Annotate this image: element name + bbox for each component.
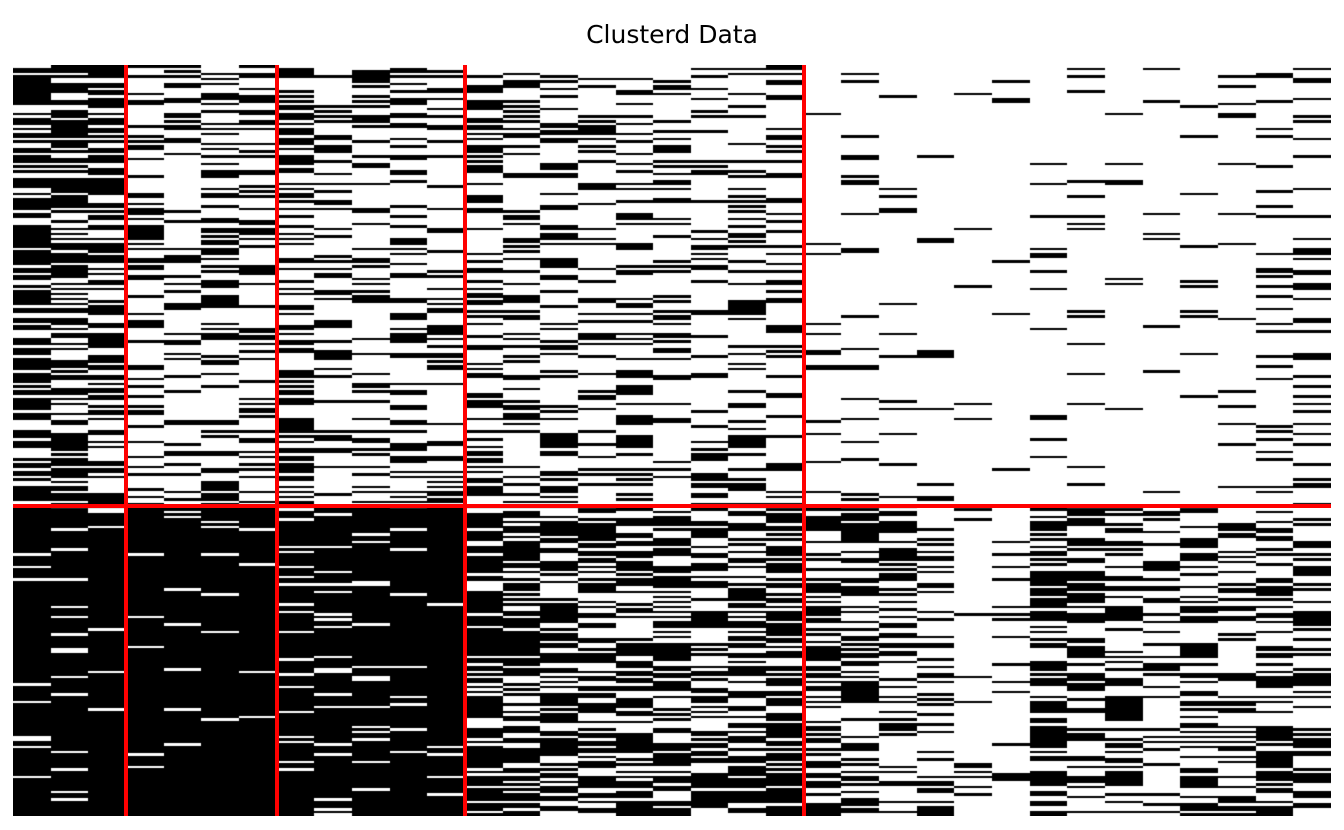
row-cluster-boundary-line xyxy=(13,503,1331,508)
col-cluster-boundary-line-1 xyxy=(123,65,128,816)
col-cluster-boundary-line-2 xyxy=(274,65,279,816)
chart-title: Clusterd Data xyxy=(586,20,758,49)
clustered-binary-heatmap xyxy=(13,65,1331,816)
col-cluster-boundary-line-3 xyxy=(462,65,467,816)
col-cluster-boundary-line-4 xyxy=(801,65,806,816)
